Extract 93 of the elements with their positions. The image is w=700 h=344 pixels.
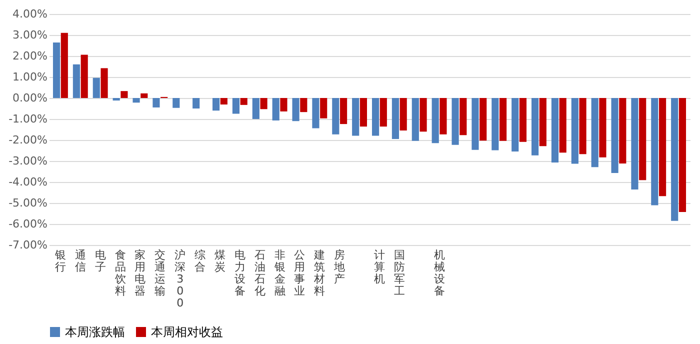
x-tick-label: 综合	[194, 248, 206, 274]
x-tick-label: 石油石化	[254, 248, 266, 298]
bar	[260, 98, 268, 110]
y-tick-label: -2.00%	[8, 134, 48, 146]
bar	[671, 98, 678, 221]
bar	[152, 98, 160, 108]
x-tick-label: 机械设备	[434, 248, 445, 298]
bar	[80, 54, 88, 98]
x-tick-label: 食品饮料	[114, 248, 126, 298]
bar	[172, 98, 180, 108]
bar	[658, 98, 666, 196]
bar	[512, 98, 519, 152]
bar	[332, 98, 340, 134]
y-tick-label: -7.00%	[8, 238, 48, 252]
y-tick-label: 0.00%	[12, 92, 48, 104]
bar	[678, 98, 686, 212]
y-tick-label: -4.00%	[8, 176, 48, 188]
bar	[252, 98, 260, 119]
bar	[92, 78, 100, 98]
y-tick-label: -3.00%	[8, 154, 48, 168]
bar	[571, 98, 578, 164]
bar	[212, 98, 220, 111]
y-tick-label: 4.00%	[12, 8, 48, 20]
bar	[619, 98, 626, 164]
x-tick-label: 通信	[74, 248, 86, 274]
bar	[240, 98, 248, 105]
x-tick-label: 建筑材料	[313, 248, 326, 298]
bar	[611, 98, 618, 173]
bar	[272, 98, 280, 120]
bar	[320, 98, 328, 118]
bar	[420, 98, 427, 132]
bar	[140, 93, 148, 98]
bar	[60, 32, 68, 98]
bar	[412, 98, 419, 141]
x-tick-label: 沪深300	[174, 248, 186, 310]
bar	[492, 98, 499, 150]
bar	[499, 98, 507, 141]
bar	[599, 98, 606, 158]
x-tick-label: 电子	[94, 248, 106, 274]
x-tick-label: 非银金融	[273, 248, 286, 298]
bar	[300, 98, 308, 112]
bar	[631, 98, 638, 190]
x-tick-label: 计算机	[374, 248, 385, 286]
legend-label: 本周涨跌幅	[65, 325, 125, 339]
bar	[480, 98, 487, 141]
bar	[100, 68, 108, 98]
bar	[392, 98, 400, 139]
bar	[340, 98, 348, 124]
bar	[192, 98, 200, 108]
bar	[400, 98, 407, 131]
bar	[460, 98, 467, 136]
y-tick-label: 3.00%	[12, 28, 48, 42]
bar	[559, 98, 566, 153]
bar	[112, 98, 120, 101]
x-tick-label: 银行	[54, 248, 66, 274]
bar	[472, 98, 479, 150]
bar	[120, 91, 128, 98]
bar	[531, 98, 539, 156]
bar	[639, 98, 646, 180]
bar	[220, 98, 228, 105]
y-tick-label: -6.00%	[8, 218, 48, 230]
x-tick-label: 国防军工	[394, 248, 405, 298]
bar	[372, 98, 380, 136]
x-tick-label: 家用电器	[134, 248, 146, 298]
bar	[432, 98, 439, 144]
bar	[651, 98, 658, 206]
bar	[72, 64, 80, 98]
bar	[352, 98, 360, 136]
bar	[519, 98, 527, 142]
bar	[360, 98, 368, 127]
bar	[292, 98, 300, 122]
bar	[551, 98, 559, 162]
x-tick-label: 电力设备	[234, 248, 246, 298]
bar	[591, 98, 598, 168]
bar	[232, 98, 240, 114]
bar	[280, 98, 288, 112]
bar	[52, 42, 60, 98]
bar	[312, 98, 320, 128]
bar	[579, 98, 586, 154]
y-tick-label: -1.00%	[8, 112, 48, 126]
y-tick-label: 2.00%	[12, 50, 48, 62]
bar	[452, 98, 459, 145]
legend-label: 本周相对收益	[151, 325, 223, 339]
x-tick-label: 煤炭	[214, 248, 226, 274]
y-tick-label: 1.00%	[12, 70, 48, 84]
y-tick-label: -5.00%	[8, 196, 48, 210]
x-tick-label: 房地产	[333, 248, 346, 286]
x-tick-label: 交通运输	[154, 248, 166, 298]
bar	[132, 98, 140, 103]
x-tick-label: 公用事业	[294, 248, 306, 298]
bar	[380, 98, 387, 127]
bar	[539, 98, 546, 146]
bar	[440, 98, 447, 134]
